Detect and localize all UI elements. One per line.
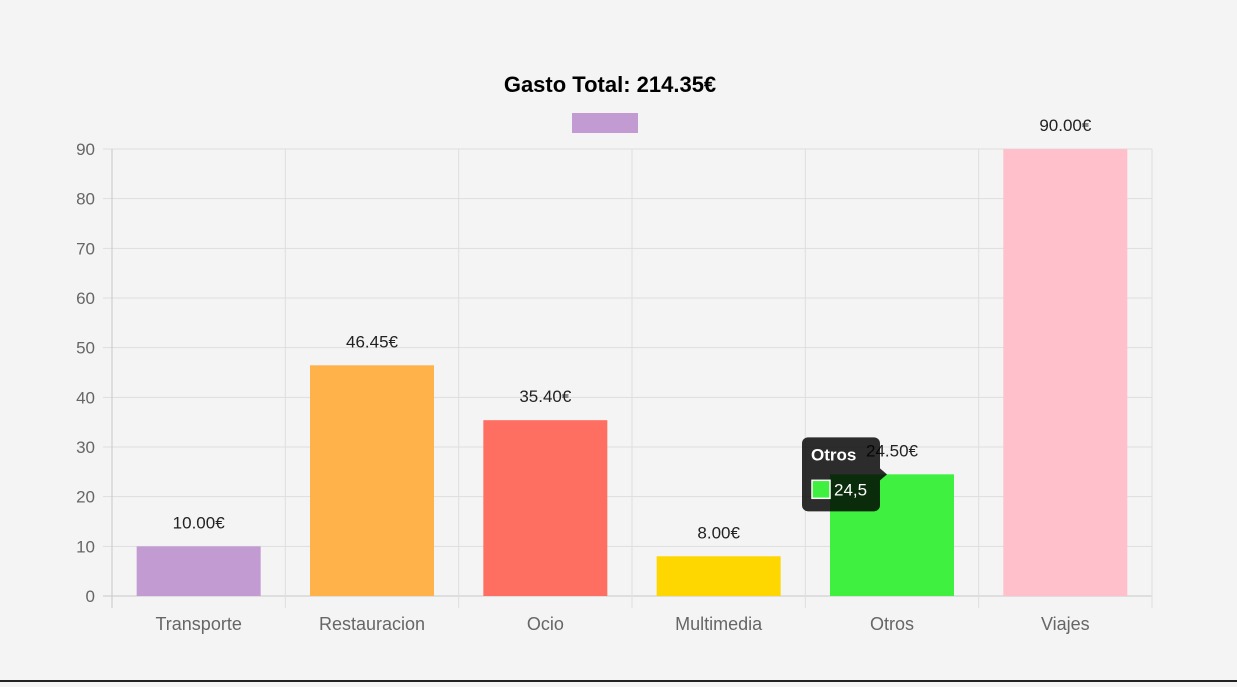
x-tick-label: Otros bbox=[870, 614, 914, 634]
y-tick-label: 0 bbox=[86, 587, 95, 606]
tooltip-value: 24,5 bbox=[834, 480, 867, 499]
data-label: 46.45€ bbox=[346, 332, 399, 351]
y-tick-label: 50 bbox=[76, 339, 95, 358]
x-tick-label: Multimedia bbox=[675, 614, 763, 634]
bottom-border bbox=[0, 680, 1237, 682]
bar-ocio[interactable] bbox=[483, 420, 608, 596]
data-label: 90.00€ bbox=[1039, 116, 1092, 135]
x-tick-label: Ocio bbox=[527, 614, 564, 634]
y-tick-label: 90 bbox=[76, 140, 95, 159]
x-tick-label: Restauracion bbox=[319, 614, 425, 634]
chart-title: Gasto Total: 214.35€ bbox=[504, 72, 716, 97]
y-tick-label: 40 bbox=[76, 388, 95, 407]
y-tick-label: 70 bbox=[76, 239, 95, 258]
y-tick-label: 20 bbox=[76, 488, 95, 507]
x-tick-label: Viajes bbox=[1041, 614, 1090, 634]
y-tick-label: 10 bbox=[76, 537, 95, 556]
x-tick-label: Transporte bbox=[155, 614, 241, 634]
bar-viajes[interactable] bbox=[1003, 149, 1128, 596]
data-label: 35.40€ bbox=[519, 387, 572, 406]
tooltip-swatch bbox=[811, 479, 831, 500]
y-tick-label: 80 bbox=[76, 190, 95, 209]
bar-transporte[interactable] bbox=[136, 546, 261, 596]
legend-swatch[interactable] bbox=[572, 113, 638, 133]
bar-restauracion[interactable] bbox=[310, 365, 434, 596]
bar-multimedia[interactable] bbox=[656, 556, 781, 596]
tooltip-title: Otros bbox=[811, 445, 856, 464]
data-label: 8.00€ bbox=[697, 523, 740, 542]
y-tick-label: 30 bbox=[76, 438, 95, 457]
y-tick-label: 60 bbox=[76, 289, 95, 308]
data-label: 10.00€ bbox=[173, 513, 226, 532]
tooltip-caret bbox=[880, 468, 887, 481]
